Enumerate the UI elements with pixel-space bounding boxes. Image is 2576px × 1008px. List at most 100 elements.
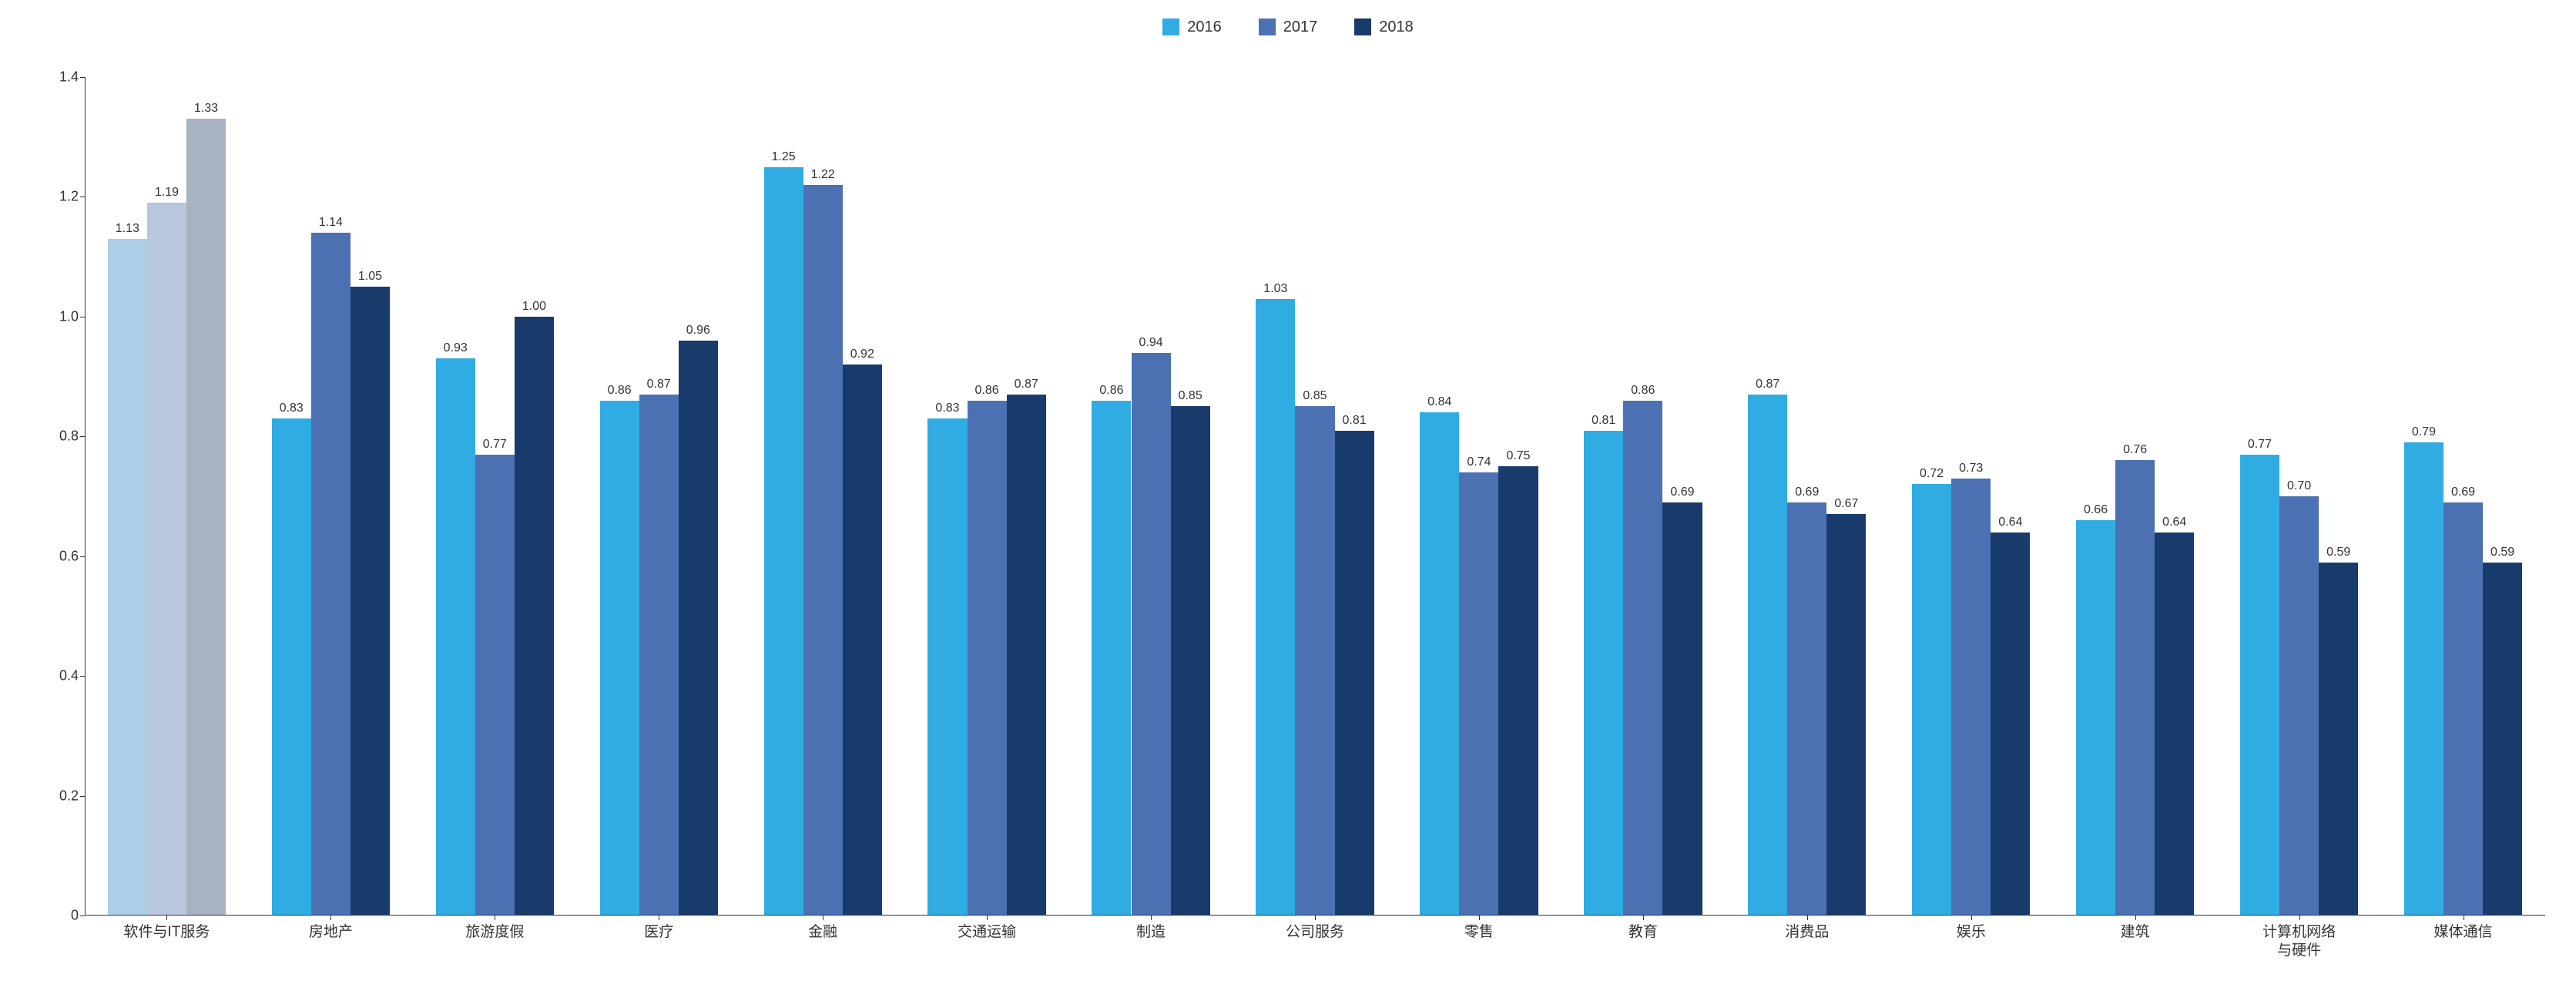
x-tick-label: 交通运输 [958, 923, 1016, 942]
x-tick-label: 金融 [808, 923, 837, 942]
x-tick-label: 软件与IT服务 [124, 923, 210, 942]
bar: 0.87 [1007, 395, 1046, 916]
bar: 1.25 [764, 167, 803, 916]
legend-label: 2017 [1283, 18, 1318, 36]
bar: 0.66 [2076, 520, 2115, 916]
bar-value-label: 1.05 [351, 270, 390, 284]
x-tick-mark [1971, 916, 1972, 920]
plot-outer: 00.20.40.60.81.01.21.4 1.131.191.330.831… [0, 54, 2576, 1008]
bar-value-label: 0.64 [2155, 516, 2194, 529]
category-group: 0.660.760.64 [2053, 77, 2217, 916]
bar-value-label: 0.69 [1787, 486, 1826, 499]
category-group: 0.720.730.64 [1889, 77, 2053, 916]
bar-value-label: 0.75 [1498, 449, 1538, 463]
x-tick-label: 计算机网络 与硬件 [2262, 923, 2336, 960]
bar: 1.03 [1256, 299, 1295, 916]
x-tick-label: 媒体通信 [2434, 923, 2493, 942]
category-group: 0.840.740.75 [1397, 77, 1561, 916]
bar: 0.81 [1335, 431, 1374, 916]
category-group: 0.860.940.85 [1069, 77, 1233, 916]
legend-item: 2017 [1259, 18, 1318, 36]
bar-value-label: 1.14 [311, 216, 351, 230]
category-group: 0.930.771.00 [413, 77, 577, 916]
bar-value-label: 0.74 [1459, 455, 1498, 469]
bar-value-label: 1.22 [803, 168, 843, 182]
bar: 0.76 [2115, 460, 2155, 916]
bar-value-label: 0.66 [2076, 503, 2115, 517]
x-tick-label: 消费品 [1785, 923, 1829, 942]
category-group: 0.830.860.87 [905, 77, 1069, 916]
bar: 0.84 [1420, 412, 1459, 916]
bar: 0.79 [2404, 442, 2444, 916]
bar-value-label: 0.72 [1912, 467, 1951, 481]
x-axis-labels: 软件与IT服务房地产旅游度假医疗金融交通运输制造公司服务零售教育消费品娱乐建筑计… [85, 916, 2545, 1008]
x-tick-label: 制造 [1136, 923, 1166, 942]
x-tick-mark [1315, 916, 1316, 920]
legend-label: 2018 [1379, 18, 1414, 36]
bar-value-label: 0.84 [1420, 395, 1459, 409]
bar: 0.87 [1748, 395, 1787, 916]
category-group: 1.251.22 0.92 [741, 77, 905, 916]
bar-value-label: 0.87 [639, 378, 679, 391]
bar-value-label: 0.76 [2115, 443, 2155, 457]
x-tick-mark [1151, 916, 1152, 920]
bar: 0.69 [1787, 502, 1826, 916]
category-group: 1.030.850.81 [1233, 77, 1397, 916]
y-tick-label: 1.2 [59, 189, 79, 205]
bar: 0.72 [1912, 484, 1951, 916]
bar-value-label: 1.03 [1256, 282, 1295, 296]
x-tick-mark [166, 916, 167, 920]
bar-value-label: 0.79 [2404, 425, 2444, 439]
bar-value-label: 0.86 [1623, 384, 1662, 398]
bar-value-label: 0.87 [1007, 378, 1046, 391]
bars-container: 1.131.191.330.831.141.050.930.771.000.86… [85, 77, 2545, 916]
bar-value-label: 1.33 [186, 102, 226, 116]
bar-value-label: 0.81 [1584, 414, 1623, 428]
legend-item: 2016 [1162, 18, 1222, 36]
bar: 0.67 [1826, 514, 1866, 916]
category-group: 0.831.141.05 [249, 77, 413, 916]
bar: 0.75 [1498, 466, 1538, 916]
bar: 0.59 [2483, 563, 2522, 916]
bar: 0.85 [1171, 406, 1210, 916]
bar: 0.59 [2319, 563, 2358, 916]
y-axis: 00.20.40.60.81.01.21.4 [0, 77, 85, 916]
chart-container: 201620172018 00.20.40.60.81.01.21.4 1.13… [0, 0, 2576, 1008]
x-tick-label: 零售 [1464, 923, 1494, 942]
y-tick-label: 0.6 [59, 548, 79, 564]
bar-value-label: 0.85 [1295, 389, 1334, 403]
x-tick-mark [330, 916, 331, 920]
bar: 0.87 [639, 395, 679, 916]
bar: 1.33 [186, 119, 226, 916]
legend-item: 2018 [1354, 18, 1414, 36]
x-tick-label: 旅游度假 [465, 923, 524, 942]
bar-value-label: 0.77 [2240, 438, 2279, 452]
category-group: 0.770.700.59 [2217, 77, 2381, 916]
bar: 0.77 [2240, 455, 2279, 916]
y-tick-label: 0.4 [59, 668, 79, 684]
bar: 0.69 [1662, 502, 1702, 916]
legend-label: 2016 [1187, 18, 1222, 36]
legend-swatch [1354, 18, 1371, 35]
bar: 0.69 [2444, 502, 2483, 916]
bar: 0.85 [1295, 406, 1334, 916]
bar: 0.74 [1459, 472, 1498, 916]
y-tick-label: 0.8 [59, 428, 79, 445]
x-tick-label: 医疗 [644, 923, 673, 942]
bar: 1.13 [108, 239, 147, 916]
bar-value-label: 0.86 [600, 384, 639, 398]
y-axis-line [85, 77, 86, 916]
bar: 0.81 [1584, 431, 1623, 916]
bar-value-label: 0.96 [679, 324, 718, 338]
bar: 0.64 [1991, 533, 2030, 916]
bar-value-label: 0.93 [436, 341, 475, 355]
bar: 0.86 [1092, 401, 1131, 916]
bar-value-label: 1.19 [147, 186, 186, 200]
bar: 0.86 [968, 401, 1007, 916]
x-tick-label: 娱乐 [1957, 923, 1986, 942]
bar-value-label: 0.70 [2279, 479, 2319, 493]
category-group: 0.870.690.67 [1725, 77, 1889, 916]
bar-value-label: 0.86 [1092, 384, 1131, 398]
bar-value-label: 0.92 [843, 348, 882, 361]
bar-value-label: 0.67 [1826, 497, 1866, 511]
